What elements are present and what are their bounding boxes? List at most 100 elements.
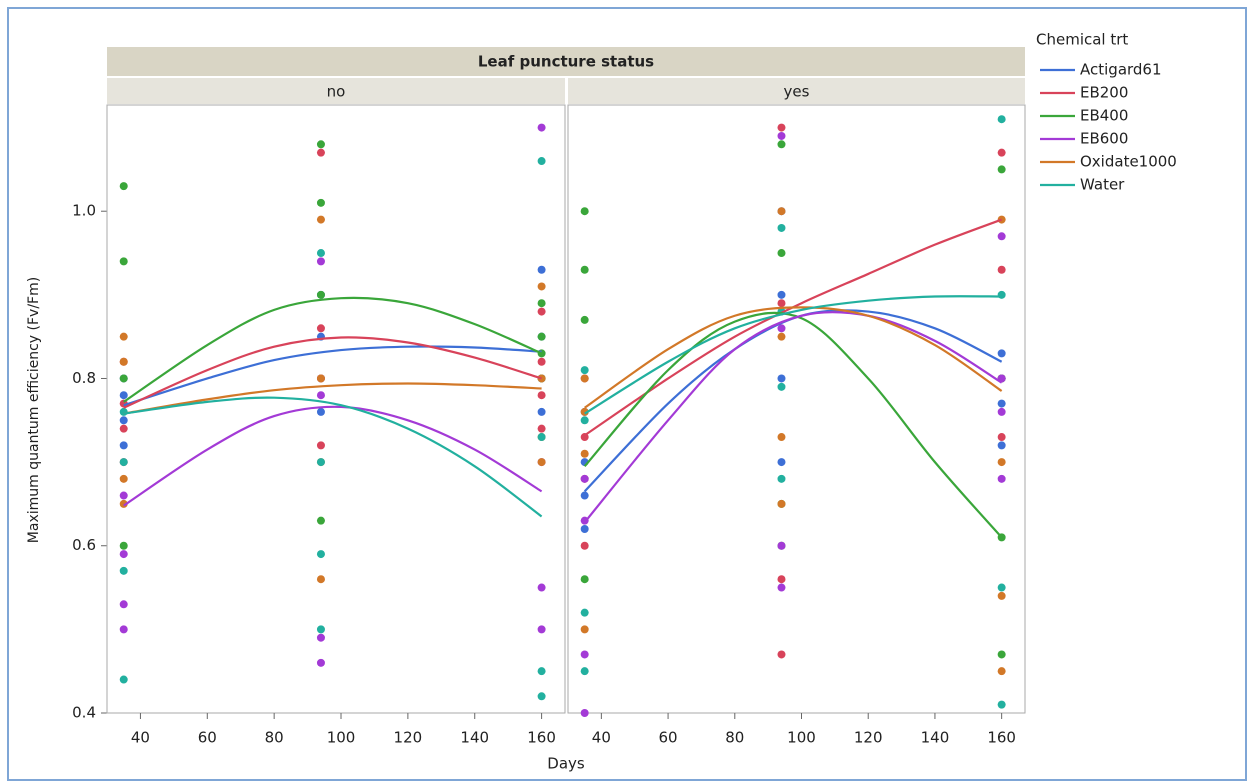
data-point <box>777 290 786 299</box>
legend-title: Chemical trt <box>1036 31 1128 49</box>
data-point <box>119 391 128 400</box>
fit-line <box>123 405 543 507</box>
data-point <box>580 491 589 500</box>
data-point <box>537 433 546 442</box>
data-point <box>316 516 325 525</box>
data-point <box>316 148 325 157</box>
data-point <box>316 575 325 584</box>
data-point <box>777 575 786 584</box>
data-point <box>997 290 1006 299</box>
data-point <box>316 215 325 224</box>
fit-line <box>584 295 1002 415</box>
data-point <box>119 416 128 425</box>
data-point <box>119 600 128 609</box>
data-point <box>777 207 786 216</box>
x-tick-label: 40 <box>131 729 150 747</box>
data-point <box>119 499 128 508</box>
data-point <box>777 433 786 442</box>
data-point <box>119 374 128 383</box>
x-tick-label: 160 <box>527 729 556 747</box>
data-point <box>997 349 1006 358</box>
data-point <box>580 709 589 717</box>
x-tick-label: 80 <box>265 729 284 747</box>
data-point <box>316 140 325 149</box>
data-point <box>580 608 589 617</box>
x-axis-label: Days <box>547 755 585 773</box>
data-point <box>119 257 128 266</box>
data-point <box>997 232 1006 241</box>
panel-strip <box>568 78 1025 104</box>
data-point <box>580 265 589 274</box>
x-tick-label: 60 <box>659 729 678 747</box>
data-point <box>119 566 128 575</box>
data-point <box>537 667 546 676</box>
fit-line <box>583 310 1003 524</box>
data-point <box>997 265 1006 274</box>
fit-line <box>123 336 542 409</box>
data-point <box>580 374 589 383</box>
fit-line <box>123 345 542 407</box>
data-point <box>777 474 786 483</box>
panel-label: no <box>327 83 346 101</box>
x-tick-label: 60 <box>198 729 217 747</box>
fit-line <box>123 396 543 518</box>
y-tick-label: 0.6 <box>72 536 96 554</box>
data-point <box>777 223 786 232</box>
data-point <box>119 407 128 416</box>
fit-line <box>584 306 1003 409</box>
fit-line <box>584 218 1003 437</box>
data-point <box>119 625 128 634</box>
data-point <box>119 182 128 191</box>
y-tick-label: 0.4 <box>72 704 96 722</box>
data-point <box>316 458 325 467</box>
data-point <box>316 658 325 667</box>
data-point <box>777 123 786 132</box>
data-point <box>997 165 1006 174</box>
data-point <box>119 491 128 500</box>
data-point <box>580 416 589 425</box>
legend-label: Water <box>1080 176 1125 194</box>
data-point <box>316 249 325 258</box>
y-axis-label: Maximum quantum efficiency (Fv/Fm) <box>26 277 42 543</box>
data-point <box>316 625 325 634</box>
data-point <box>119 441 128 450</box>
data-point <box>777 249 786 258</box>
facet-header <box>107 47 1025 76</box>
data-point <box>777 541 786 550</box>
panel-label: yes <box>784 83 810 101</box>
data-point <box>119 424 128 433</box>
data-point <box>777 499 786 508</box>
data-point <box>997 115 1006 124</box>
data-point <box>580 541 589 550</box>
data-point <box>580 407 589 416</box>
data-point <box>119 332 128 341</box>
x-tick-label: 40 <box>592 729 611 747</box>
legend-label: EB400 <box>1080 107 1128 125</box>
data-point <box>580 366 589 375</box>
facet-title: Leaf puncture status <box>478 53 654 71</box>
data-point <box>997 650 1006 659</box>
data-point <box>537 332 546 341</box>
data-point <box>997 148 1006 157</box>
fit-line <box>123 296 543 403</box>
plot-area <box>106 104 566 714</box>
data-point <box>316 391 325 400</box>
data-point <box>119 550 128 559</box>
data-point <box>537 692 546 701</box>
data-point <box>777 131 786 140</box>
data-point <box>580 474 589 483</box>
data-point <box>777 374 786 383</box>
data-point <box>537 357 546 366</box>
data-point <box>777 650 786 659</box>
data-point <box>316 324 325 333</box>
data-point <box>997 700 1006 709</box>
x-tick-label: 100 <box>787 729 816 747</box>
data-point <box>580 575 589 584</box>
data-point <box>580 315 589 324</box>
data-point <box>997 591 1006 600</box>
window-frame <box>7 7 1247 781</box>
data-point <box>316 441 325 450</box>
data-point <box>119 675 128 684</box>
